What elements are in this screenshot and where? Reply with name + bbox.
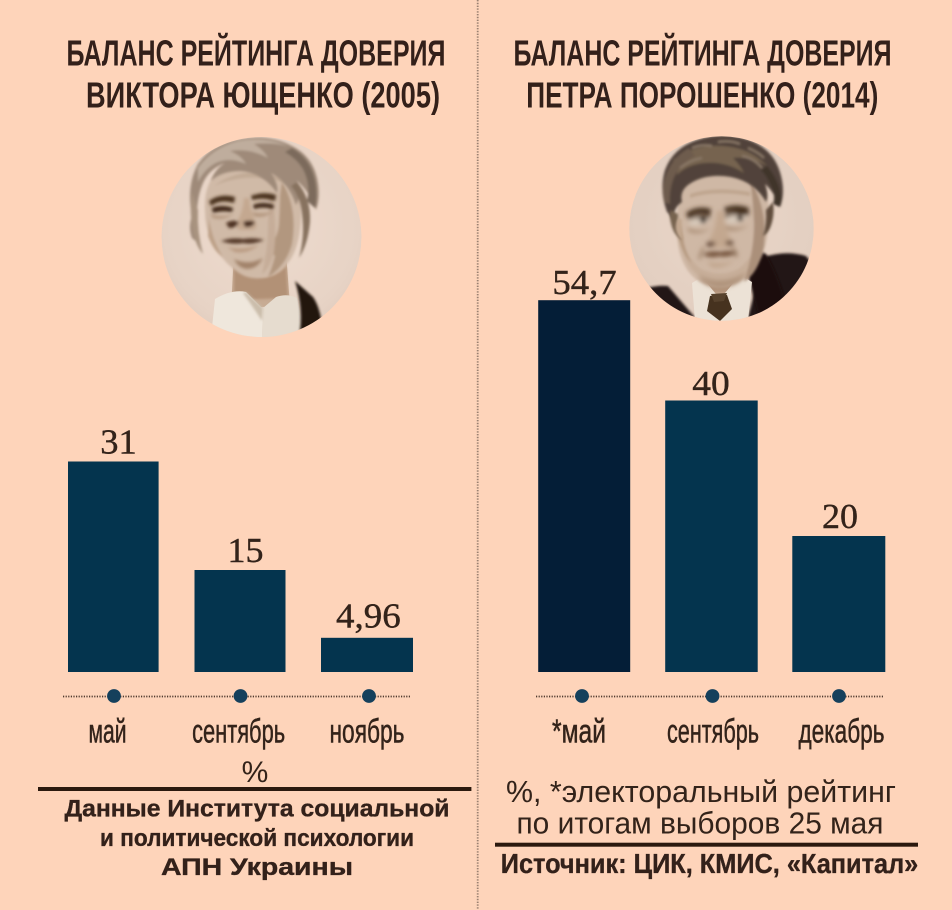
svg-text:20: 20 <box>822 497 858 536</box>
svg-text:АПН Украины: АПН Украины <box>161 854 353 881</box>
svg-text:4,96: 4,96 <box>336 597 401 636</box>
svg-text:%: % <box>242 756 269 789</box>
svg-text:40: 40 <box>692 364 730 403</box>
svg-text:ВИКТОРА ЮЩЕНКО (2005): ВИКТОРА ЮЩЕНКО (2005) <box>86 75 440 116</box>
svg-text:май: май <box>89 713 127 750</box>
svg-text:декабрь: декабрь <box>799 713 885 750</box>
svg-text:сентябрь: сентябрь <box>667 713 759 750</box>
svg-text:и политической психологии: и политической психологии <box>100 825 414 852</box>
svg-text:сентябрь: сентябрь <box>192 713 285 750</box>
svg-text:54,7: 54,7 <box>552 263 616 302</box>
svg-text:по итогам выборов 25 мая: по итогам выборов 25 мая <box>517 806 884 841</box>
svg-text:*май: *май <box>552 713 606 750</box>
svg-text:Данные Института социальной: Данные Института социальной <box>65 796 450 823</box>
svg-text:31: 31 <box>100 423 137 462</box>
svg-text:БАЛАНС РЕЙТИНГА ДОВЕРИЯ: БАЛАНС РЕЙТИНГА ДОВЕРИЯ <box>67 32 446 74</box>
svg-text:БАЛАНС РЕЙТИНГА ДОВЕРИЯ: БАЛАНС РЕЙТИНГА ДОВЕРИЯ <box>514 32 892 74</box>
svg-text:%, *электоральный рейтинг: %, *электоральный рейтинг <box>506 774 896 809</box>
svg-text:ноябрь: ноябрь <box>330 713 405 750</box>
svg-text:15: 15 <box>228 531 264 570</box>
svg-text:ПЕТРА ПОРОШЕНКО (2014): ПЕТРА ПОРОШЕНКО (2014) <box>526 75 878 116</box>
svg-text:Источник: ЦИК, КМИС, «Капитал»: Источник: ЦИК, КМИС, «Капитал» <box>501 848 919 879</box>
